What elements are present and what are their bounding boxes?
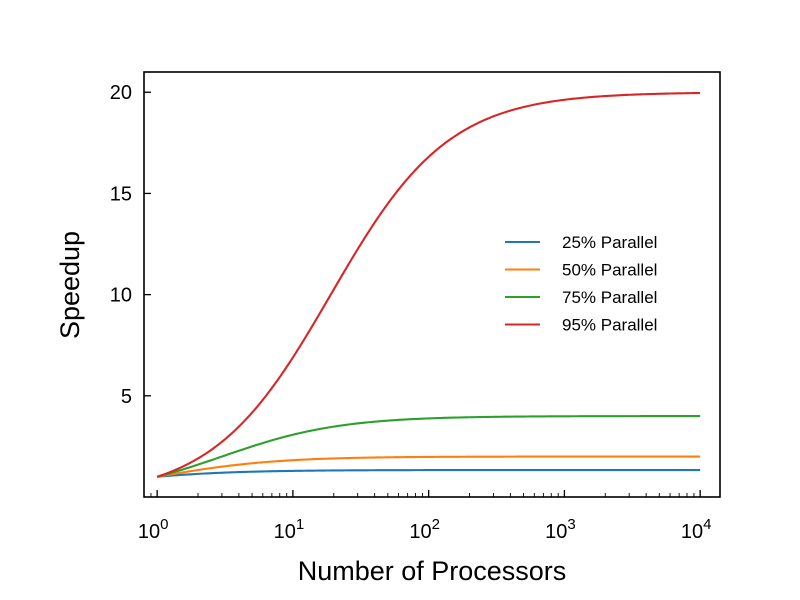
y-axis-label: Speedup: [55, 231, 85, 339]
x-axis-label: Number of Processors: [298, 556, 567, 586]
series-line-1: [157, 468, 701, 478]
legend-label: 75% Parallel: [562, 288, 657, 307]
axis-ticks: [143, 91, 701, 497]
x-tick-label: 103: [545, 516, 576, 543]
x-tick-label: 100: [138, 516, 169, 543]
legend-label: 25% Parallel: [562, 233, 657, 252]
axes-frame: [143, 71, 721, 498]
tick-labels: 100 101 102 103 104 5 10 15 20: [110, 82, 712, 543]
x-tick-label: 101: [274, 516, 305, 543]
y-tick-label: 5: [121, 386, 132, 408]
x-tick-label: 102: [409, 516, 440, 543]
legend-label: 50% Parallel: [562, 261, 657, 280]
y-tick-label: 15: [110, 183, 132, 205]
x-tick-label: 104: [681, 516, 712, 543]
y-tick-label: 10: [110, 285, 132, 307]
plot-area: [156, 91, 701, 478]
y-tick-label: 20: [110, 82, 132, 104]
series-line-3: [156, 415, 701, 478]
series-line-4: [156, 91, 701, 478]
legend: 25% Parallel 50% Parallel 75% Parallel 95% …: [505, 233, 657, 335]
series-line-2: [156, 455, 701, 478]
legend-label: 95% Parallel: [562, 316, 657, 335]
